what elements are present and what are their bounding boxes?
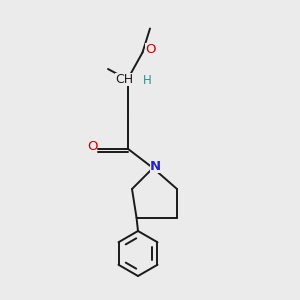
Text: O: O bbox=[145, 43, 155, 56]
Text: H: H bbox=[142, 74, 152, 88]
Text: CH: CH bbox=[116, 73, 134, 86]
Text: N: N bbox=[150, 160, 161, 173]
Text: O: O bbox=[87, 140, 97, 153]
